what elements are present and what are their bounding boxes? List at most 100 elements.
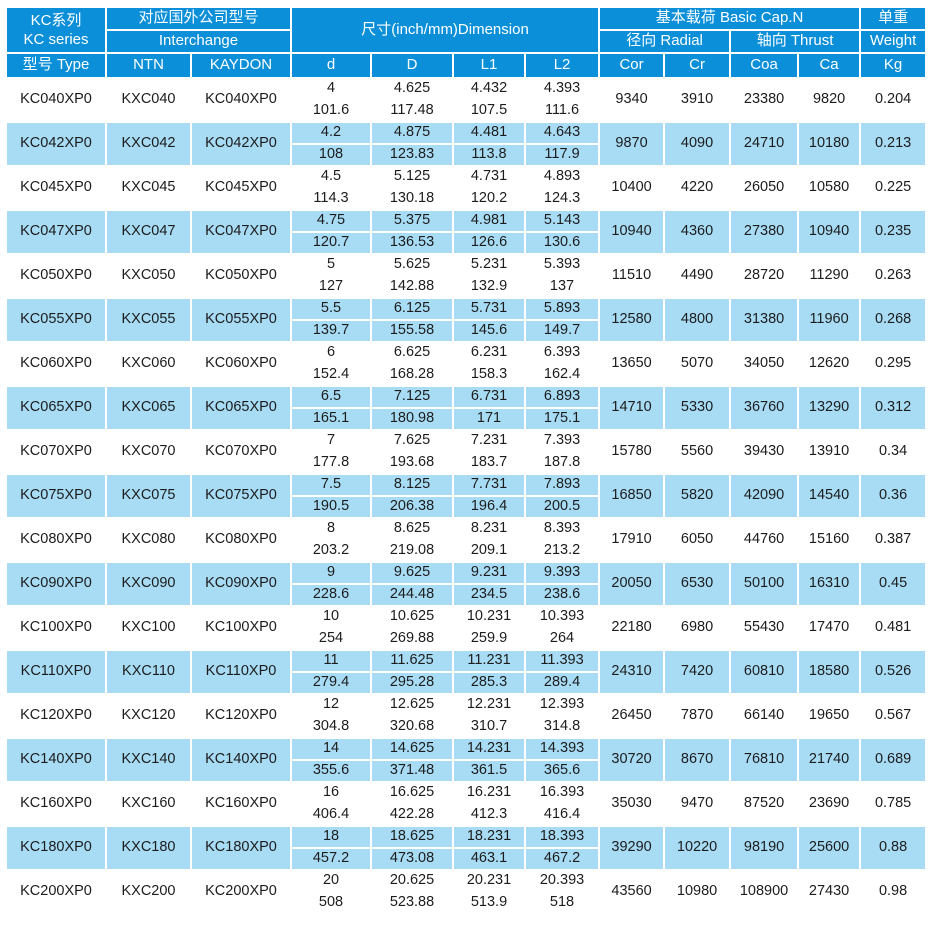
cell-kaydon: KC060XP0 — [189, 341, 293, 387]
cell-L2-inch: 7.893 — [524, 473, 601, 497]
cell-coa: 27380 — [729, 209, 800, 255]
cell-cor: 20050 — [598, 561, 666, 607]
cell-D-inch: 11.625 — [370, 649, 455, 673]
col-header-cr: Cr — [663, 52, 732, 79]
cell-L1-inch: 4.731 — [452, 165, 527, 189]
cell-ca: 10180 — [797, 121, 862, 167]
cell-D-inch: 8.625 — [370, 517, 455, 541]
cell-kaydon: KC180XP0 — [189, 825, 293, 871]
cell-model: KC060XP0 — [5, 341, 107, 387]
cell-cr: 4090 — [663, 121, 732, 167]
cell-L1-inch: 4.981 — [452, 209, 527, 233]
cell-D-inch: 6.125 — [370, 297, 455, 321]
cell-model: KC065XP0 — [5, 385, 107, 431]
cell-cor: 12580 — [598, 297, 666, 343]
cell-d-inch: 20 — [290, 869, 373, 893]
table-row: KC180XP0 KXC180 KC180XP0 18 18.625 18.231 18.3… — [5, 825, 928, 871]
table-row: 177.8 193.68 183.7 187.8 — [6, 451, 926, 475]
cell-D-mm: 371.48 — [370, 759, 455, 783]
cell-kg: 0.263 — [859, 253, 928, 299]
cell-ca: 12620 — [797, 341, 862, 387]
cell-L1-mm: 412.3 — [452, 803, 527, 827]
cell-coa: 76810 — [729, 737, 800, 783]
table-row: KC070XP0 KXC070 KC070XP0 7 7.625 7.231 7.393 15… — [5, 429, 928, 475]
cell-d-mm: 127 — [290, 275, 373, 299]
cell-coa: 24710 — [729, 121, 800, 167]
cell-cr: 8670 — [663, 737, 732, 783]
cell-model: KC045XP0 — [5, 165, 107, 211]
cell-d-mm: 177.8 — [290, 451, 373, 475]
cell-L2-mm: 416.4 — [524, 803, 601, 827]
cell-kaydon: KC075XP0 — [189, 473, 293, 519]
cell-D-inch: 5.375 — [370, 209, 455, 233]
table-row: 165.1 180.98 171 175.1 — [6, 407, 926, 431]
cell-cor: 17910 — [598, 517, 666, 563]
cell-D-mm: 206.38 — [370, 495, 455, 519]
table-row: KC090XP0 KXC090 KC090XP0 9 9.625 9.231 9.393 20… — [5, 561, 928, 607]
cell-D-inch: 4.625 — [370, 77, 455, 101]
cell-cor: 15780 — [598, 429, 666, 475]
cell-model: KC070XP0 — [5, 429, 107, 475]
cell-d-inch: 8 — [290, 517, 373, 541]
cell-coa: 34050 — [729, 341, 800, 387]
cell-L1-inch: 14.231 — [452, 737, 527, 761]
cell-ntn: KXC080 — [105, 517, 192, 563]
cell-cor: 13650 — [598, 341, 666, 387]
cell-cor: 10400 — [598, 165, 666, 211]
cell-d-inch: 5 — [290, 253, 373, 277]
cell-L2-mm: 111.6 — [524, 99, 601, 123]
cell-coa: 87520 — [729, 781, 800, 827]
bearing-spec-table: KC系列 KC series 对应国外公司型号 尺寸(inch/mm)Dimen… — [5, 6, 928, 915]
table-row: KC120XP0 KXC120 KC120XP0 12 12.625 12.231 12.3… — [5, 693, 928, 739]
cell-ntn: KXC090 — [105, 561, 192, 607]
cell-ca: 11290 — [797, 253, 862, 299]
table-row: KC040XP0 KXC040 KC040XP0 4 4.625 4.432 4.393 93… — [5, 77, 928, 123]
col-header-L1: L1 — [452, 52, 527, 79]
cell-D-inch: 16.625 — [370, 781, 455, 805]
cell-L2-inch: 12.393 — [524, 693, 601, 717]
cell-D-mm: 117.48 — [370, 99, 455, 123]
cell-L2-mm: 314.8 — [524, 715, 601, 739]
cell-kg: 0.235 — [859, 209, 928, 255]
cell-coa: 44760 — [729, 517, 800, 563]
cell-kg: 0.225 — [859, 165, 928, 211]
cell-kg: 0.295 — [859, 341, 928, 387]
cell-ntn: KXC047 — [105, 209, 192, 255]
cell-ntn: KXC120 — [105, 693, 192, 739]
cell-L2-mm: 200.5 — [524, 495, 601, 519]
cell-L1-inch: 20.231 — [452, 869, 527, 893]
cell-D-inch: 7.625 — [370, 429, 455, 453]
cell-L2-inch: 16.393 — [524, 781, 601, 805]
cell-coa: 50100 — [729, 561, 800, 607]
cell-d-inch: 6.5 — [290, 385, 373, 409]
cell-L1-mm: 183.7 — [452, 451, 527, 475]
cell-L2-mm: 130.6 — [524, 231, 601, 255]
cell-L2-inch: 11.393 — [524, 649, 601, 673]
cell-cr: 5070 — [663, 341, 732, 387]
cell-D-mm: 422.28 — [370, 803, 455, 827]
cell-D-mm: 142.88 — [370, 275, 455, 299]
table-row: 127 142.88 132.9 137 — [6, 275, 926, 299]
cell-cr: 6050 — [663, 517, 732, 563]
cell-cr: 10220 — [663, 825, 732, 871]
cell-model: KC050XP0 — [5, 253, 107, 299]
cell-D-mm: 123.83 — [370, 143, 455, 167]
cell-ntn: KXC110 — [105, 649, 192, 695]
cell-coa: 26050 — [729, 165, 800, 211]
cell-cor: 26450 — [598, 693, 666, 739]
cell-model: KC042XP0 — [5, 121, 107, 167]
cell-ca: 23690 — [797, 781, 862, 827]
table-row: KC110XP0 KXC110 KC110XP0 11 11.625 11.231 11.3… — [5, 649, 928, 695]
cell-cor: 14710 — [598, 385, 666, 431]
cell-cr: 3910 — [663, 77, 732, 123]
cell-D-mm: 244.48 — [370, 583, 455, 607]
cell-model: KC090XP0 — [5, 561, 107, 607]
cell-L1-inch: 10.231 — [452, 605, 527, 629]
table-row: 101.6 117.48 107.5 111.6 — [6, 99, 926, 123]
cell-D-inch: 6.625 — [370, 341, 455, 365]
cell-cr: 5560 — [663, 429, 732, 475]
cell-model: KC055XP0 — [5, 297, 107, 343]
cell-L2-mm: 117.9 — [524, 143, 601, 167]
cell-d-inch: 16 — [290, 781, 373, 805]
table-row: 406.4 422.28 412.3 416.4 — [6, 803, 926, 827]
